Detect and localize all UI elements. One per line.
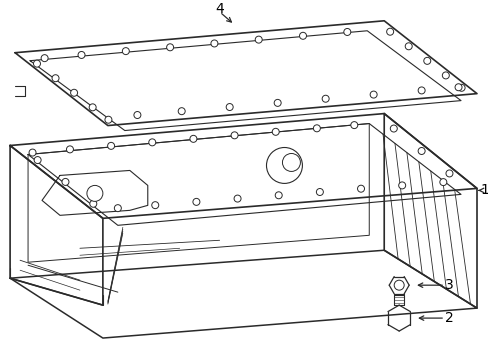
Circle shape: [166, 44, 173, 51]
Circle shape: [231, 132, 238, 139]
Circle shape: [134, 112, 141, 118]
Circle shape: [226, 104, 233, 111]
Circle shape: [105, 116, 112, 123]
Text: 3: 3: [444, 278, 452, 292]
Circle shape: [90, 200, 97, 207]
Circle shape: [70, 89, 78, 96]
Circle shape: [299, 32, 306, 39]
Circle shape: [322, 95, 328, 102]
Circle shape: [89, 104, 96, 111]
Circle shape: [398, 182, 405, 189]
Circle shape: [275, 192, 282, 199]
Circle shape: [350, 122, 357, 129]
Circle shape: [274, 99, 281, 106]
Circle shape: [107, 142, 114, 149]
Circle shape: [439, 179, 446, 186]
Circle shape: [417, 148, 424, 154]
Circle shape: [357, 185, 364, 192]
Circle shape: [369, 91, 376, 98]
Text: 4: 4: [215, 2, 224, 16]
Circle shape: [442, 72, 448, 79]
Circle shape: [386, 28, 393, 35]
Circle shape: [178, 108, 185, 115]
Circle shape: [52, 75, 59, 82]
Circle shape: [210, 40, 218, 47]
Circle shape: [62, 179, 69, 185]
Circle shape: [234, 195, 241, 202]
Circle shape: [87, 185, 102, 201]
Circle shape: [41, 55, 48, 62]
Circle shape: [29, 149, 36, 156]
Text: 1: 1: [480, 183, 488, 197]
Circle shape: [423, 57, 430, 64]
Circle shape: [454, 84, 461, 91]
Circle shape: [417, 87, 424, 94]
Circle shape: [193, 198, 200, 205]
Circle shape: [316, 189, 323, 195]
Circle shape: [122, 48, 129, 55]
Circle shape: [151, 202, 159, 209]
Circle shape: [389, 125, 396, 132]
Circle shape: [282, 153, 300, 171]
Circle shape: [457, 84, 464, 91]
Circle shape: [445, 170, 452, 177]
Circle shape: [393, 280, 404, 290]
Circle shape: [255, 36, 262, 43]
Circle shape: [114, 205, 121, 212]
Circle shape: [148, 139, 156, 146]
Circle shape: [189, 135, 197, 142]
Text: 2: 2: [444, 311, 452, 325]
Circle shape: [78, 51, 85, 58]
Circle shape: [34, 157, 41, 163]
Circle shape: [272, 128, 279, 135]
Circle shape: [405, 43, 411, 50]
Circle shape: [33, 60, 41, 67]
Circle shape: [343, 28, 350, 35]
Circle shape: [313, 125, 320, 132]
Circle shape: [266, 148, 302, 183]
Circle shape: [66, 146, 73, 153]
